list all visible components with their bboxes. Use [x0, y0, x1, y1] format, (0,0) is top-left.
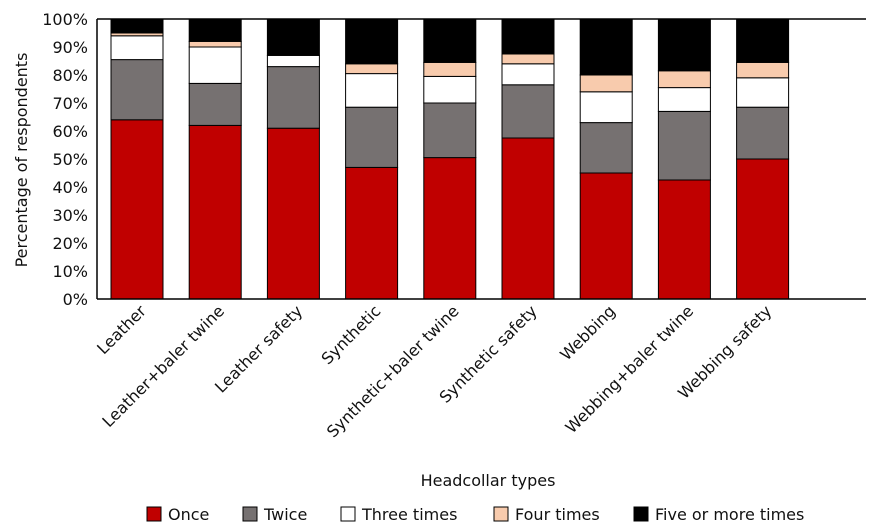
x-tick-label: Synthetic+baler twine — [323, 301, 463, 441]
x-tick-label: Synthetic — [318, 301, 385, 368]
bar-segment-five-or-more-times — [110, 18, 164, 34]
bar-segment-four-times — [345, 63, 399, 75]
bar-segment-three-times — [188, 46, 242, 84]
bar-segment-once — [423, 157, 477, 300]
bar-segment-once — [345, 166, 399, 300]
bar-segment-four-times — [423, 61, 477, 77]
x-tick-label: Leather — [93, 301, 150, 358]
bar-segment-four-times — [501, 53, 555, 65]
bar-segment-twice — [736, 106, 790, 160]
legend-swatch — [493, 506, 509, 522]
bar-segment-once — [579, 172, 633, 300]
bar-segment-five-or-more-times — [736, 18, 790, 63]
y-tick-label: 50% — [52, 150, 88, 169]
bar-segment-three-times — [736, 77, 790, 108]
x-tick-label: Webbing+baler twine — [562, 301, 698, 437]
bar-segment-four-times — [188, 40, 242, 48]
bar-segment-five-or-more-times — [423, 18, 477, 63]
bar-segment-once — [110, 119, 164, 300]
bar-segment-three-times — [657, 87, 711, 112]
legend-swatch — [340, 506, 356, 522]
bar-segment-four-times — [657, 70, 711, 89]
y-tick-label: 100% — [42, 10, 88, 29]
x-axis-title: Headcollar types — [421, 471, 556, 490]
bar-segment-twice — [188, 82, 242, 126]
y-axis: 0% 10% 20% 30% 40% 50% 60% 70% 80% 90% 100% — [42, 10, 88, 309]
bar-segment-twice — [345, 106, 399, 168]
bar-segment-once — [657, 179, 711, 300]
legend-swatch — [242, 506, 258, 522]
bar-segment-twice — [110, 59, 164, 121]
legend-swatch — [146, 506, 162, 522]
y-tick-label: 30% — [52, 206, 88, 225]
y-tick-label: 90% — [52, 38, 88, 57]
y-tick-label: 60% — [52, 122, 88, 141]
y-tick-label: 0% — [63, 290, 88, 309]
x-tick-label: Webbing — [556, 301, 619, 364]
bar-segment-twice — [423, 102, 477, 159]
plot-area — [96, 18, 866, 300]
bar-segment-four-times — [736, 61, 790, 79]
bar-segment-three-times — [110, 35, 164, 61]
bar-segment-twice — [501, 84, 555, 139]
legend-label: Five or more times — [655, 505, 804, 524]
bar-segment-twice — [266, 66, 320, 129]
bar-segment-three-times — [423, 75, 477, 104]
bar-segment-once — [501, 137, 555, 300]
bar-segment-five-or-more-times — [266, 18, 320, 56]
bar-segment-four-times — [579, 74, 633, 93]
bar-segment-once — [188, 124, 242, 300]
bar-segment-twice — [579, 122, 633, 174]
bar-segment-once — [736, 158, 790, 300]
bar-segment-three-times — [579, 91, 633, 124]
legend-label: Once — [168, 505, 209, 524]
bar-segment-three-times — [266, 54, 320, 68]
legend-label: Four times — [515, 505, 600, 524]
bar-segment-five-or-more-times — [188, 18, 242, 42]
legend-label: Three times — [361, 505, 457, 524]
y-tick-label: 70% — [52, 94, 88, 113]
bar-segment-five-or-more-times — [345, 18, 399, 65]
legend-label: Twice — [263, 505, 307, 524]
bar-segment-three-times — [501, 63, 555, 86]
bar-segment-three-times — [345, 73, 399, 108]
bar-segment-five-or-more-times — [501, 18, 555, 55]
y-tick-label: 40% — [52, 178, 88, 197]
y-tick-label: 80% — [52, 66, 88, 85]
y-tick-label: 20% — [52, 234, 88, 253]
y-axis-title: Percentage of respondents — [12, 53, 31, 268]
legend-swatch — [633, 506, 649, 522]
legend: Once Twice Three times Four times Five or mo… — [146, 505, 804, 524]
bar-segment-once — [266, 127, 320, 300]
y-tick-label: 10% — [52, 262, 88, 281]
bar-segment-five-or-more-times — [579, 18, 633, 76]
bar-segment-twice — [657, 110, 711, 181]
bar-segment-five-or-more-times — [657, 18, 711, 72]
